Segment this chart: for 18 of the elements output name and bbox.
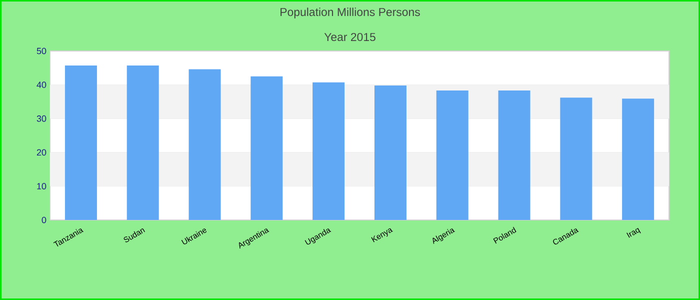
y-tick-label: 50 bbox=[36, 48, 46, 54]
bar bbox=[250, 76, 283, 220]
bar bbox=[126, 66, 159, 220]
bar bbox=[436, 90, 468, 220]
y-tick-label: 10 bbox=[37, 183, 46, 190]
bar bbox=[560, 98, 592, 220]
chart-title: Population Millions Persons bbox=[280, 8, 420, 18]
bar bbox=[64, 66, 97, 220]
y-tick-label: 20 bbox=[36, 149, 46, 156]
y-tick-label: 40 bbox=[36, 82, 46, 88]
bar bbox=[374, 85, 406, 220]
bar bbox=[622, 98, 654, 220]
bar bbox=[312, 82, 345, 220]
y-tick-label: 30 bbox=[36, 115, 46, 122]
y-tick-label: 0 bbox=[42, 216, 46, 224]
bar bbox=[498, 90, 530, 220]
bar bbox=[188, 69, 221, 220]
chart-subtitle: Year 2015 bbox=[324, 32, 376, 42]
